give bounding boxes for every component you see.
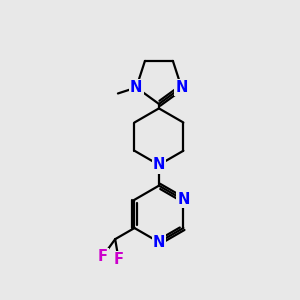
Text: N: N	[175, 80, 188, 95]
Text: F: F	[98, 249, 108, 264]
Text: F: F	[114, 253, 124, 268]
Text: N: N	[177, 192, 190, 207]
Text: N: N	[153, 235, 165, 250]
Text: N: N	[153, 158, 165, 172]
Text: N: N	[130, 80, 142, 95]
